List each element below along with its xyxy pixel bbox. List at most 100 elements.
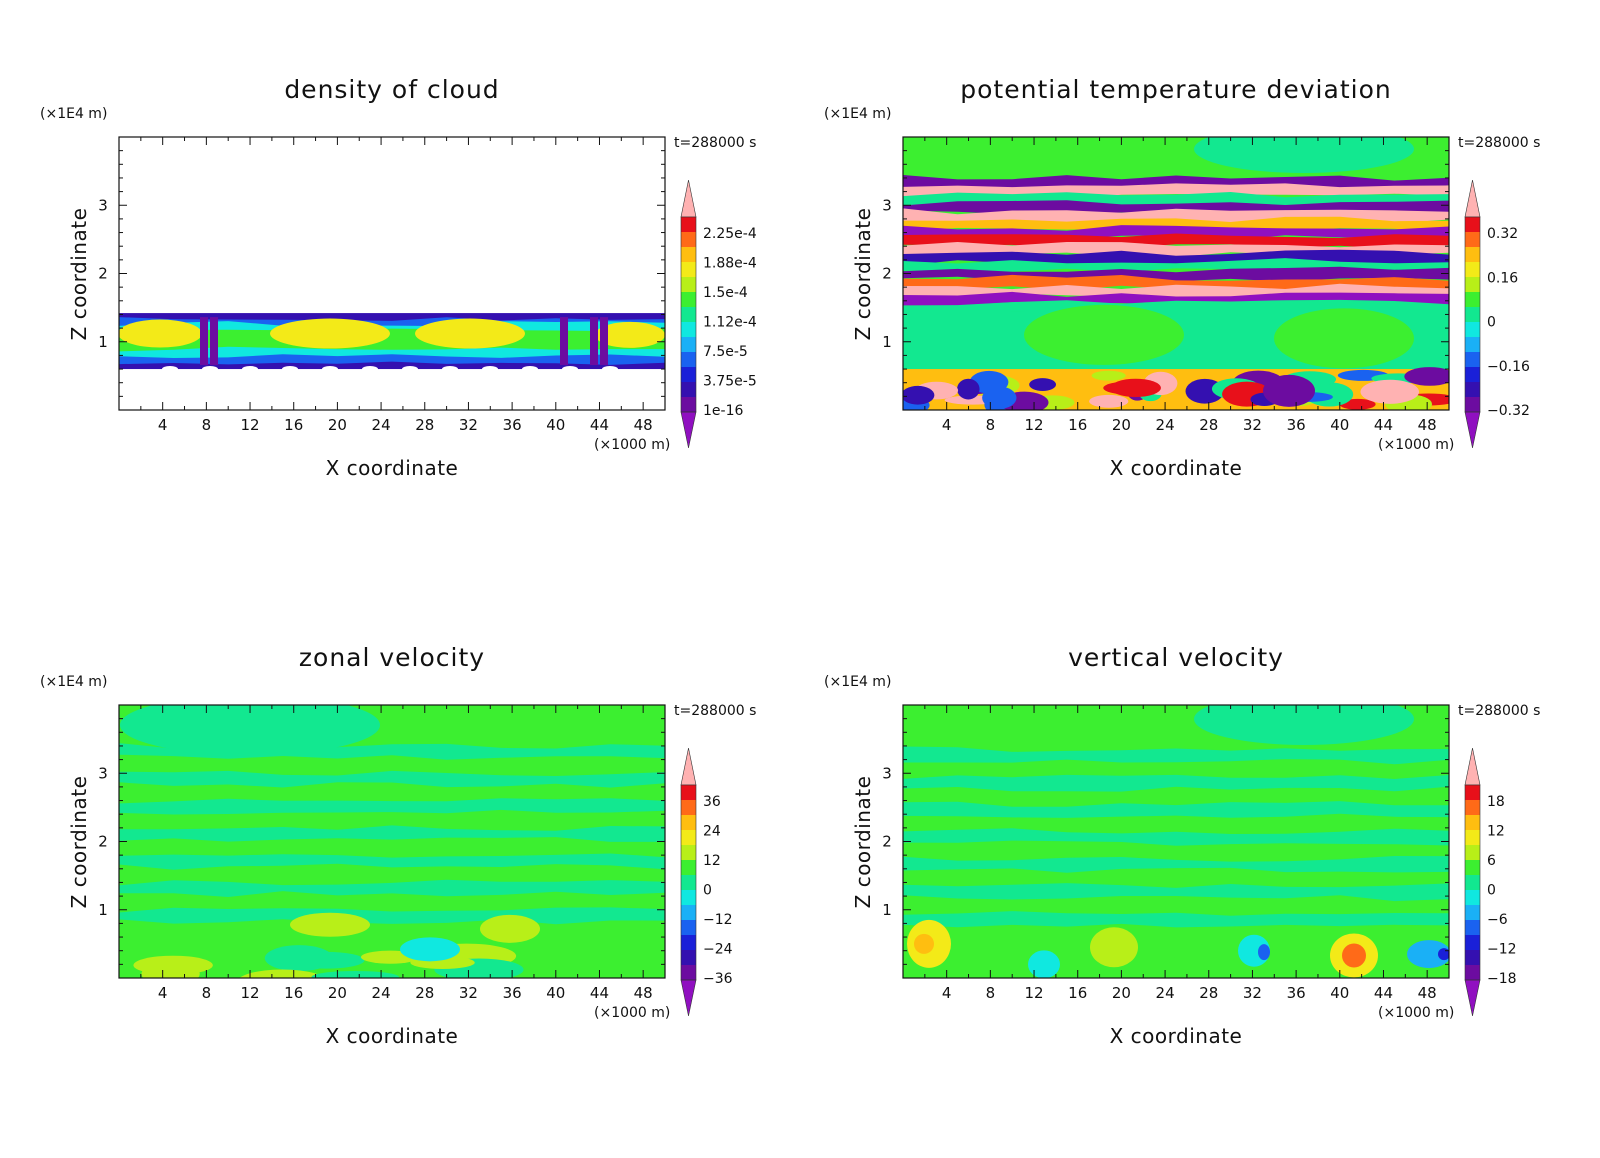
x-tick-label: 36 [1287, 984, 1306, 1002]
x-axis-label: X coordinate [1110, 1024, 1243, 1048]
convective-cell [1090, 927, 1138, 968]
y-tick-label: 3 [882, 196, 892, 214]
colorbar-swatch [1465, 935, 1480, 951]
x-tick-label: 16 [284, 984, 303, 1002]
chart-svg: density of cloud(×1E4 m)t=288000 s4 8 12 16… [40, 75, 757, 480]
y-tick-label: 3 [98, 196, 108, 214]
x-tick-label: 4 [942, 984, 952, 1002]
colorbar-swatch [681, 322, 696, 338]
colorbar: 2.25e-4 1.88e-4 1.5e-4 1.12e-4 7.5e-5 3.75e-5… [680, 179, 757, 449]
colorbar-swatch [681, 382, 696, 398]
colorbar-label: 0 [1487, 315, 1496, 331]
contour-blob [144, 984, 209, 1000]
x-tick-label: 40 [546, 416, 565, 434]
x-tick-label: 24 [372, 416, 391, 434]
x-tick-label: 4 [942, 416, 952, 434]
contour-blob [982, 386, 1017, 409]
contour-blob [311, 970, 400, 978]
contour-blob [1274, 308, 1414, 369]
contour-field [119, 137, 665, 410]
colorbar-swatch [1465, 292, 1480, 308]
y-unit-label: (×1E4 m) [40, 674, 107, 690]
colorbar-swatch [1465, 800, 1480, 816]
colorbar-label: 0.32 [1487, 226, 1518, 242]
contour-blob [290, 912, 370, 937]
colorbar-swatch [681, 337, 696, 353]
colorbar-label: 18 [1487, 794, 1505, 810]
chart-panel: vertical velocity (×1E4 m) t=288000 s 4 8 12 1… [784, 568, 1584, 1147]
colorbar-label: −18 [1487, 971, 1517, 987]
convective-cell [1407, 940, 1449, 969]
cloud-edge [442, 366, 458, 373]
x-tick-label: 40 [1330, 416, 1349, 434]
cloud-edge [202, 366, 218, 373]
x-unit-label: (×1000 m) [594, 1005, 670, 1021]
contour-band [903, 856, 1449, 873]
x-tick-label: 24 [1156, 416, 1175, 434]
chart-panel: potential temperature deviation (×1E4 m) t… [784, 0, 1584, 579]
colorbar-swatch [1465, 307, 1480, 323]
x-axis-label: X coordinate [326, 456, 459, 480]
colorbar-swatch [681, 232, 696, 248]
colorbar-bottom-arrow [680, 411, 697, 449]
colorbar-top-arrow [680, 179, 697, 218]
colorbar-label: −12 [1487, 942, 1517, 958]
colorbar-swatch [1465, 815, 1480, 831]
y-tick-label: 2 [98, 265, 108, 283]
colorbar: 36 24 12 0 −12 −24 −36 [680, 747, 733, 1017]
x-tick-label: 12 [240, 984, 259, 1002]
colorbar-swatch [1465, 397, 1480, 413]
x-tick-label: 32 [459, 984, 478, 1002]
cloud-edge [242, 366, 258, 373]
x-tick-label: 16 [284, 416, 303, 434]
colorbar-frame [680, 784, 697, 981]
colorbar-swatch [681, 277, 696, 293]
contour-band [903, 828, 1449, 846]
x-tick-label: 36 [1287, 416, 1306, 434]
colorbar-swatch [1465, 920, 1480, 936]
colorbar-label: 0 [1487, 883, 1496, 899]
contour-blob [415, 318, 525, 349]
x-axis: 4 8 12 16 20 24 28 32 36 40 44 48 [140, 137, 666, 434]
cloud-edge [522, 366, 538, 373]
colorbar-swatch [1465, 830, 1480, 846]
y-tick-label: 3 [882, 764, 892, 782]
chart-title: vertical velocity [1068, 643, 1284, 672]
colorbar-swatch [681, 920, 696, 936]
colorbar-swatch [1465, 367, 1480, 383]
x-tick-label: 12 [1024, 416, 1043, 434]
contour-band [119, 825, 665, 842]
time-label: t=288000 s [1458, 135, 1540, 151]
convective-cell [914, 933, 934, 954]
x-tick-label: 32 [1243, 984, 1262, 1002]
convective-cell [1258, 944, 1270, 961]
y-tick-label: 1 [882, 333, 892, 351]
y-unit-label: (×1E4 m) [824, 674, 891, 690]
colorbar-label: 24 [703, 824, 721, 840]
colorbar-top-arrow [1464, 747, 1481, 786]
x-axis: 4 8 12 16 20 24 28 32 36 40 44 48 [924, 705, 1450, 1002]
y-unit-label: (×1E4 m) [40, 106, 107, 122]
x-tick-label: 24 [1156, 984, 1175, 1002]
colorbar-label: 3.75e-5 [703, 374, 757, 390]
colorbar-frame [1464, 784, 1481, 981]
contour-band [903, 801, 1449, 818]
y-axis: 1 2 3 [882, 718, 1449, 965]
x-tick-label: 48 [634, 416, 653, 434]
colorbar-swatch [681, 830, 696, 846]
colorbar-swatch [681, 950, 696, 966]
x-tick-label: 28 [415, 416, 434, 434]
contour-blob [1404, 367, 1449, 386]
x-tick-label: 20 [328, 984, 347, 1002]
contour-streak [590, 317, 598, 366]
cloud-edge [602, 366, 618, 373]
cloud-edge [322, 366, 338, 373]
x-tick-label: 40 [1330, 984, 1349, 1002]
colorbar-label: 0.16 [1487, 270, 1518, 286]
y-tick-label: 1 [98, 333, 108, 351]
x-tick-label: 44 [1374, 416, 1393, 434]
x-unit-label: (×1000 m) [594, 437, 670, 453]
x-tick-label: 4 [158, 984, 168, 1002]
x-axis-label: X coordinate [1110, 456, 1243, 480]
y-axis-label: Z coordinate [851, 776, 875, 909]
